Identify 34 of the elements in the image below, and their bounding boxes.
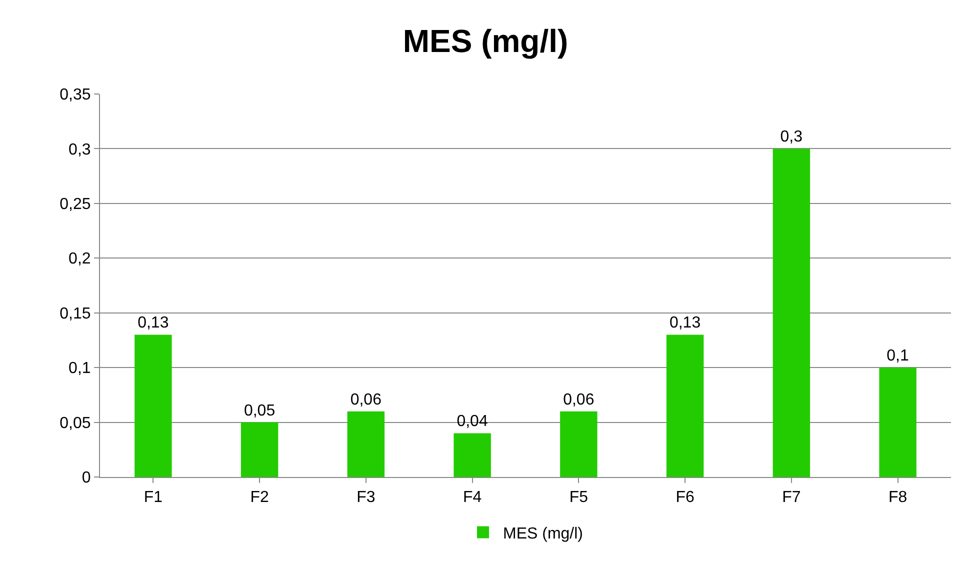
legend-label: MES (mg/l) bbox=[503, 525, 583, 542]
y-tick-label: 0,25 bbox=[60, 196, 91, 214]
bar bbox=[879, 368, 916, 477]
data-label: 0,05 bbox=[244, 402, 276, 420]
data-label: 0,3 bbox=[780, 128, 803, 146]
x-tick-label: F4 bbox=[462, 489, 482, 506]
bar bbox=[240, 422, 278, 477]
data-label: 0,06 bbox=[350, 391, 382, 408]
bar bbox=[347, 411, 385, 477]
y-tick-label: 0,05 bbox=[60, 414, 91, 432]
data-label: 0,13 bbox=[138, 314, 169, 332]
x-tick-label: F7 bbox=[782, 489, 801, 506]
data-label: 0,04 bbox=[456, 413, 488, 430]
data-label: 0,1 bbox=[886, 348, 909, 365]
y-tick-label: 0 bbox=[82, 470, 91, 487]
x-tick-label: F1 bbox=[144, 489, 163, 506]
y-tick-label: 0,1 bbox=[68, 360, 91, 378]
bar bbox=[666, 334, 704, 477]
chart-title: MES (mg/l) bbox=[402, 22, 568, 59]
x-tick-label: F2 bbox=[250, 489, 269, 506]
y-tick-label: 0,3 bbox=[68, 141, 91, 158]
data-label: 0,06 bbox=[563, 391, 594, 408]
bar bbox=[560, 411, 598, 477]
x-tick-label: F3 bbox=[356, 489, 376, 506]
y-tick-label: 0,15 bbox=[60, 305, 91, 322]
bar bbox=[134, 334, 172, 477]
y-tick-label: 0,2 bbox=[68, 250, 91, 268]
x-tick-label: F8 bbox=[888, 489, 908, 506]
bar bbox=[454, 433, 491, 477]
y-tick-label: 0,35 bbox=[60, 86, 91, 104]
x-tick-label: F6 bbox=[676, 489, 694, 506]
bar bbox=[772, 148, 810, 477]
x-tick-label: F5 bbox=[569, 489, 588, 506]
data-label: 0,13 bbox=[669, 314, 701, 332]
